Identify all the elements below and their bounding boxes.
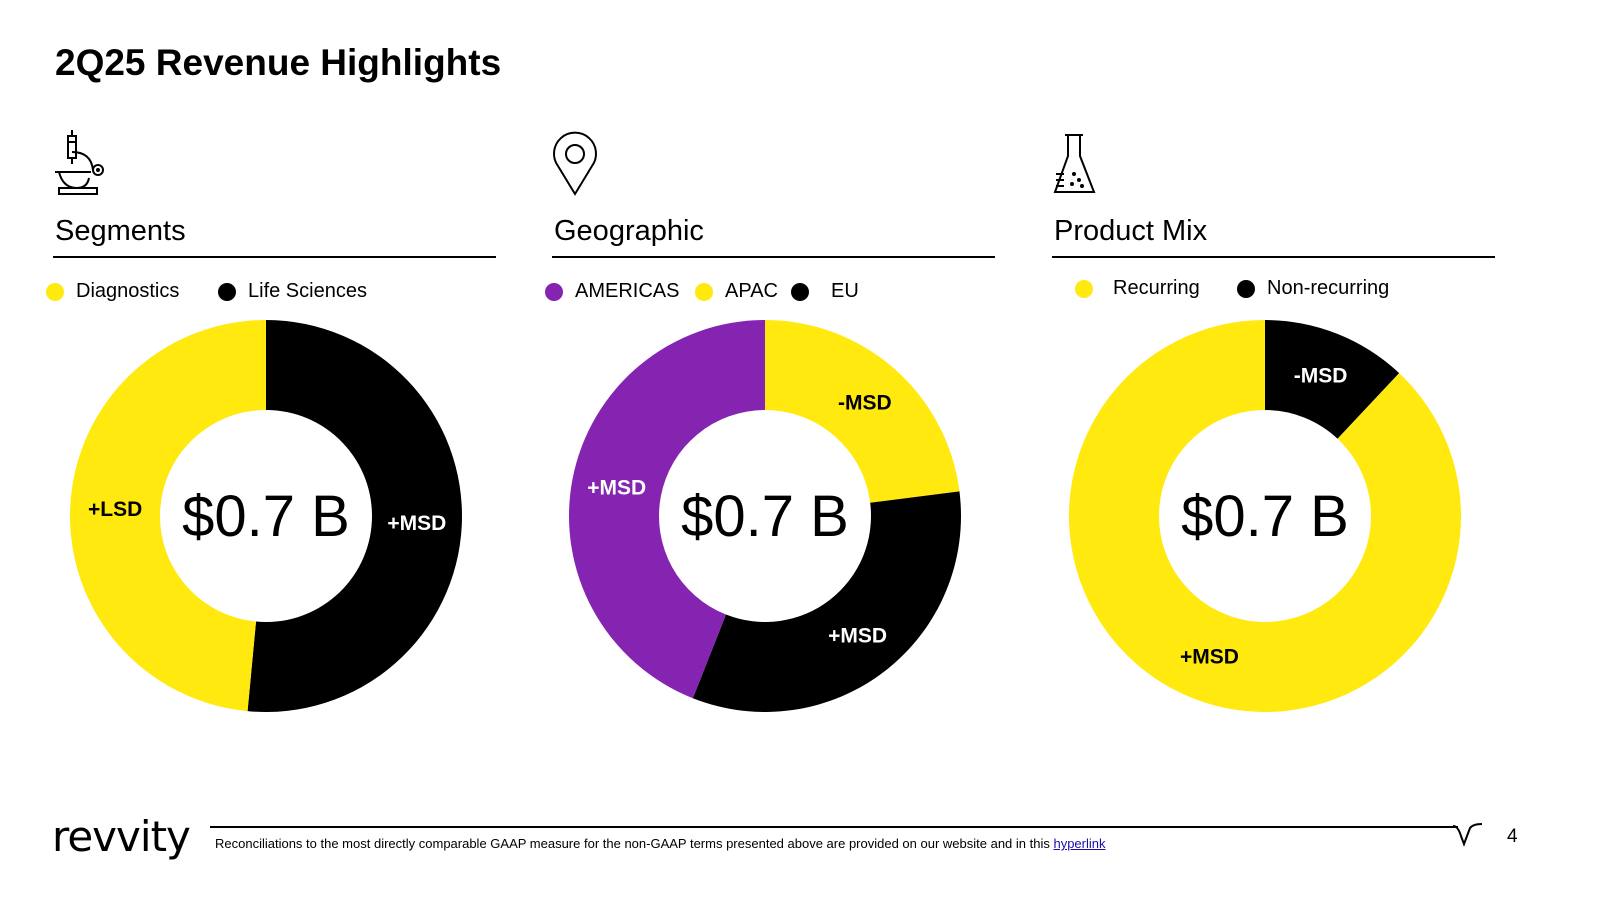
donut-slice-life-sciences	[247, 320, 462, 712]
flask-icon	[1052, 130, 1112, 200]
legend-label: AMERICAS	[575, 280, 680, 302]
legend-item-life-sciences: Life Sciences	[218, 280, 367, 303]
donut-slice-eu	[692, 491, 961, 712]
page-title: 2Q25 Revenue Highlights	[55, 42, 502, 83]
legend-item-diagnostics: Diagnostics	[46, 280, 179, 303]
product-mix-heading: Product Mix	[1054, 215, 1208, 247]
product-mix-divider	[1052, 256, 1495, 258]
footer-note: Reconciliations to the most directly com…	[215, 836, 1106, 851]
donut-center-total: $0.7 B	[1181, 484, 1349, 549]
slice-label: -MSD	[1294, 365, 1348, 388]
hyperlink[interactable]: hyperlink	[1053, 836, 1106, 851]
legend-label: Recurring	[1113, 277, 1200, 299]
legend-swatch-life-sciences	[218, 282, 236, 301]
footer-divider	[210, 826, 1458, 828]
donut-slice-diagnostics	[69, 320, 266, 712]
geographic-donut-chart: -MSD +MSD +MSD $0.7 B	[568, 320, 961, 712]
geographic-heading: Geographic	[554, 215, 704, 247]
legend-item-recurring: Recurring	[1075, 277, 1200, 300]
legend-item-eu: EU	[791, 280, 859, 303]
product-mix-panel: Product Mix Recurring Non-recurring -MSD…	[1052, 130, 1512, 750]
donut-slice-recurring	[1069, 320, 1461, 712]
legend-swatch-recurring	[1075, 279, 1093, 298]
microscope-icon	[53, 130, 113, 200]
slice-label: +LSD	[88, 498, 142, 521]
footer-note-text: Reconciliations to the most directly com…	[215, 836, 1054, 851]
donut-center-total: $0.7 B	[681, 484, 849, 549]
geographic-divider	[552, 256, 995, 258]
legend-swatch-americas	[545, 282, 563, 301]
slice-label: +MSD	[828, 624, 887, 647]
slice-label: +MSD	[587, 477, 646, 500]
segments-divider	[53, 256, 496, 258]
legend-swatch-apac	[695, 282, 713, 301]
page-number: 4	[1507, 826, 1518, 847]
slice-label: -MSD	[838, 392, 892, 415]
revvity-logo: revvity	[52, 812, 191, 861]
donut-center-total: $0.7 B	[182, 484, 350, 549]
legend-label: Diagnostics	[76, 280, 180, 302]
legend-label: Life Sciences	[248, 280, 367, 302]
donut-slice-apac	[765, 320, 960, 503]
legend-item-americas: AMERICAS	[545, 280, 679, 303]
location-pin-icon	[552, 130, 612, 200]
legend-label: EU	[831, 280, 859, 302]
brand-mark-icon	[1452, 822, 1486, 853]
legend-label: APAC	[725, 280, 778, 302]
donut-slice-americas	[568, 320, 765, 699]
slice-label: +MSD	[387, 512, 446, 535]
product-mix-donut-chart: -MSD +MSD $0.7 B	[1069, 320, 1461, 712]
slice-label: +MSD	[1180, 645, 1239, 668]
segments-donut-chart: +MSD +LSD $0.7 B	[69, 320, 462, 712]
legend-swatch-eu	[791, 282, 809, 301]
legend-swatch-diagnostics	[46, 282, 64, 301]
segments-heading: Segments	[55, 215, 186, 247]
geographic-panel: Geographic AMERICAS APAC EU -MSD +MSD +MSD…	[545, 130, 1012, 750]
legend-item-non-recurring: Non-recurring	[1237, 277, 1389, 300]
segments-panel: Segments Diagnostics Life Sciences +MSD +…	[46, 130, 513, 750]
legend-item-apac: APAC	[695, 280, 778, 303]
legend-label: Non-recurring	[1267, 277, 1390, 299]
donut-slice-non-recurring	[1265, 320, 1400, 439]
legend-swatch-non-recurring	[1237, 279, 1255, 298]
